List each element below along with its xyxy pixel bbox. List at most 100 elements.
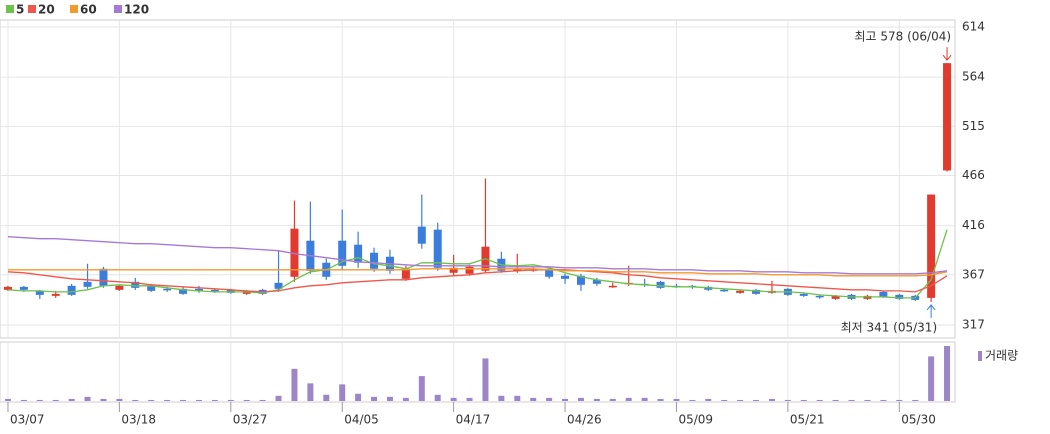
candle-body [608,285,617,288]
volume-bar [323,394,330,401]
candle-body [83,281,92,287]
volume-bar [482,358,489,401]
candle-body [656,281,665,288]
volume-bar [705,398,712,401]
x-tick-label: 04/26 [567,413,602,427]
volume-bar [291,368,298,401]
volume-bar [84,396,91,401]
volume-bar [593,398,600,401]
volume-bar [450,397,457,401]
volume-bar [52,399,59,401]
x-tick-label: 04/05 [344,413,379,427]
volume-bar [577,397,584,401]
volume-bar [466,397,473,401]
legend-label: 거래량 [985,349,1018,363]
volume-bar [562,398,569,401]
candle-body [943,63,952,171]
y-tick-label: 317 [962,317,985,331]
candle-body [449,267,458,273]
y-tick-label: 466 [962,168,985,182]
candle-body [592,279,601,284]
candle-body [35,290,44,295]
candle-body [401,268,410,279]
volume-bar [418,376,425,401]
candle-body [720,289,729,292]
volume-bar [259,399,266,401]
volume-bar [673,398,680,401]
volume-bar [195,399,202,401]
volume-bar [753,399,760,401]
legend-label: 20 [38,3,55,17]
legend-label: 60 [80,3,97,17]
candle-body [147,285,156,291]
volume-bar [514,395,521,401]
volume-bar [132,399,139,401]
candle-body [927,194,936,298]
volume-bar [641,397,648,401]
high-annotation: 최고 578 (06/04) [854,30,951,44]
volume-bar [339,384,346,401]
low-arrow [926,304,936,318]
candle-body [210,289,219,292]
candle-body [274,282,283,289]
candle-body [576,275,585,285]
candle-body [131,281,140,288]
volume-bar [20,399,27,401]
volume-bar [180,399,187,401]
volume-bar [657,398,664,401]
volume-bar [848,399,855,401]
legend-label: 5 [16,3,24,17]
candle-body [163,288,172,291]
y-tick-label: 564 [962,70,985,84]
volume-bar [68,398,75,401]
ma-line [8,268,948,277]
legend-swatch [114,5,122,13]
volume-bar [944,346,951,401]
x-tick-label: 05/09 [678,413,713,427]
candle-body [433,229,442,268]
volume-bar [880,399,887,401]
low-annotation: 최저 341 (05/31) [841,320,938,334]
legend-swatch [6,5,14,13]
volume-bar [721,399,728,401]
y-tick-label: 614 [962,20,985,34]
legend-swatch [28,5,36,13]
price-panel [0,19,956,339]
candle-body [67,285,76,295]
volume-bar [36,399,43,401]
volume-bar [355,393,362,401]
volume-bar [116,398,123,401]
volume-bar [912,399,919,401]
ma-line [7,269,948,293]
candle-body [194,288,203,291]
candle-body [3,286,12,290]
x-tick-label: 05/30 [901,413,936,427]
volume-bar [768,398,775,401]
candle-body [290,228,299,277]
y-tick-label: 515 [962,119,985,133]
y-tick-label: 416 [962,218,985,232]
candle-body [51,293,60,296]
volume-bar [498,395,505,401]
candle-body [815,295,824,298]
volume-bar [737,399,744,401]
volume-bar [530,397,537,401]
x-tick-label: 03/18 [121,413,156,427]
volume-bar [402,397,409,401]
y-tick-label: 367 [962,267,985,281]
volume-bar [609,398,616,401]
volume-bar [243,399,250,401]
volume-bar [148,399,155,401]
x-tick-label: 04/17 [456,413,491,427]
volume-bar [371,396,378,401]
candle-body [513,268,522,271]
volume-bar [100,398,107,401]
high-arrow [942,47,952,61]
candle-body [736,290,745,293]
x-tick-label: 05/21 [790,413,825,427]
candle-body [338,240,347,266]
volume-bar [832,399,839,401]
volume-bar [896,399,903,401]
volume-bar [625,397,632,401]
